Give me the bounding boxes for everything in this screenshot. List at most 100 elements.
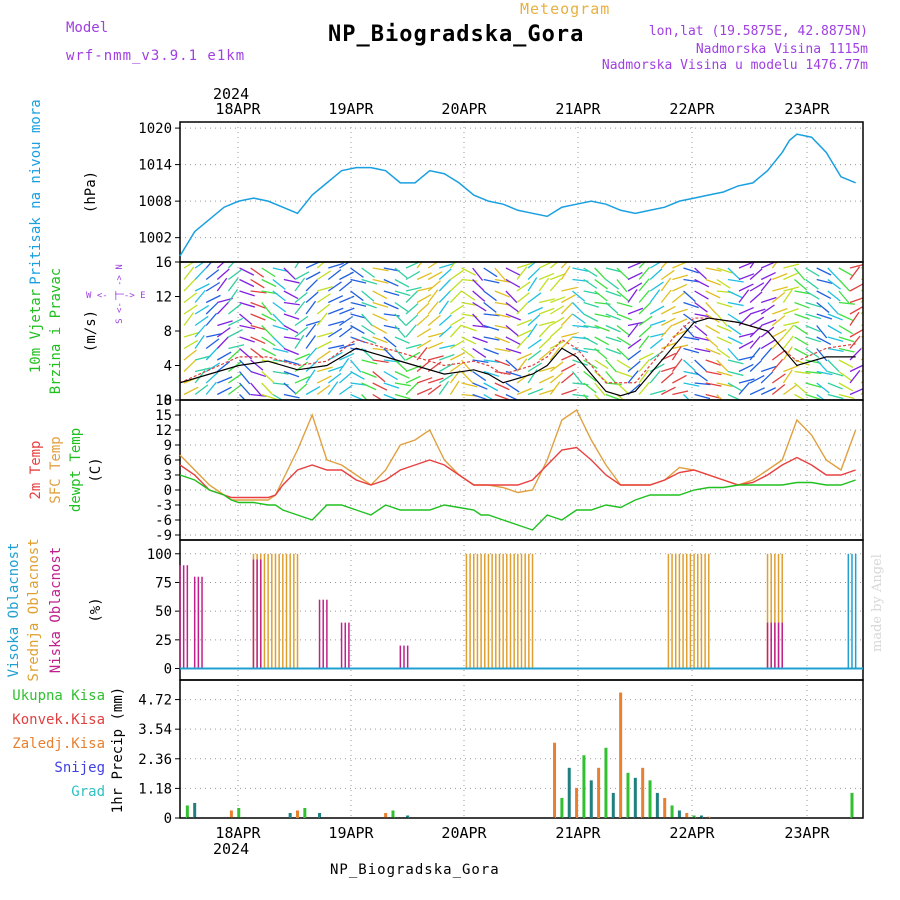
wind-barb [649,268,663,280]
wind-barb [361,370,377,378]
precip-bar [229,810,233,818]
wind-barb [705,302,718,315]
year-label-bottom: 2024 [213,840,250,858]
wind-barb [538,307,555,315]
wind-barb [194,324,207,338]
wind-barb [849,369,861,384]
x-tick-label-top: 23APR [784,100,830,118]
wind-barb [339,343,355,350]
wind-barb [305,385,321,396]
wind-barb [794,393,807,400]
wind-barb [838,382,854,392]
wind-barb [183,359,196,372]
wind-barb [816,336,832,345]
wind-barb [705,267,722,272]
wind-barb [638,289,650,303]
wind-barb [816,301,830,314]
wind-barb [716,278,731,289]
wind-barb [827,290,841,302]
wind-barb [272,324,289,331]
wind-barb [438,290,451,303]
wind-barb [438,314,452,326]
wind-barb [438,268,452,280]
wind-barb [660,305,676,315]
wind-barb [649,305,665,315]
temp-y-tick-label: 3 [164,468,172,484]
wind-barb [816,382,830,394]
wind-barb [372,382,388,391]
x-tick-label-top: 21APR [555,100,601,118]
wind-barb [372,267,389,272]
wind-barb [283,313,300,320]
precip-bar [692,815,696,818]
model-name: wrf-nmm_v3.9.1 e1km [66,48,246,64]
wind-barb [583,324,600,329]
wind-barb [194,283,210,292]
wind-barb [294,291,308,304]
wind-barb [416,377,433,384]
wind-barb [272,267,289,273]
wind-barb [771,373,786,384]
wind-barb [339,352,355,361]
wind-barb [205,294,221,304]
wind-barb [183,312,194,326]
temp-y-tick-label: 6 [164,453,172,469]
wind-barb [317,286,333,292]
temp-t2m-line [179,446,856,499]
wind-barb [660,372,674,384]
precip-bar [626,772,630,818]
wind-barb [472,267,484,281]
wind-barb [672,374,687,384]
wind-barb [627,282,643,292]
wind-barb [794,313,810,320]
wind-barb [727,324,742,336]
wind-barb [283,324,299,334]
wind-barb [760,278,772,292]
wind-barb [805,267,820,277]
wind-barb [394,290,411,297]
wind-barb [283,370,300,378]
wind-barb [439,262,455,269]
cloud-y-tick-label: 0 [164,662,172,678]
wind-barb [760,387,776,396]
wind-barb [216,336,229,349]
wind-barb [472,393,488,400]
wind-barb [394,278,410,288]
wind-barb [450,269,464,281]
wind-barb [683,267,699,274]
wind-barb [516,292,530,304]
cloud-y-tick-label: 75 [155,575,172,591]
precip-bar [567,767,571,818]
wind-barb [361,336,377,345]
wind-barb [794,279,808,291]
wind-barb [705,290,721,299]
wind-barb [638,315,653,327]
wind-barb [239,359,252,372]
wind-barb [416,286,433,292]
wind-barb [461,324,477,332]
wind-barb [394,359,408,372]
wind-barb [550,296,566,304]
wind-barb [527,388,544,396]
wind-barb [683,394,691,400]
wind-barb [516,336,529,349]
wind-barb [261,313,277,322]
wind-barb [816,267,832,276]
precip-y-tick-label: 3.54 [138,722,172,738]
wind-barb [849,305,863,315]
precip-y-tick-label: 1.18 [138,781,172,797]
wind-barb [416,387,433,396]
x-tick-label-top: 18APR [215,100,261,118]
wind-barb [350,324,365,335]
wind-barb [749,316,765,327]
wind-barb [305,291,319,303]
wind-barb [683,301,699,309]
wind-barb [716,267,733,274]
wind-barb [250,290,267,294]
wind-barb [594,348,608,360]
wind-barb [694,290,709,300]
wind-barb [605,371,617,385]
wind-barb [794,370,811,375]
wind-barb [328,320,344,327]
precip-bar [384,812,388,818]
